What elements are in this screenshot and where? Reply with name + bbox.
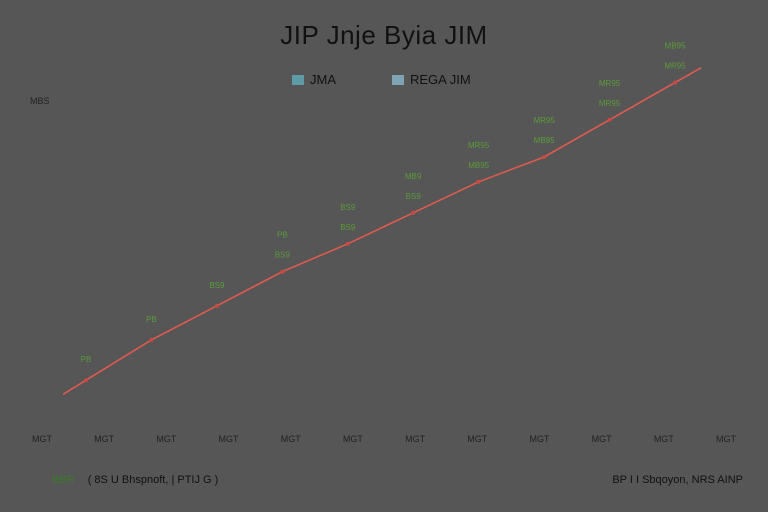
data-label-lower: BS9 (340, 223, 356, 232)
data-label-lower: MB95 (534, 136, 555, 145)
legend-item-jma: JMA (292, 72, 336, 87)
footer-left-green: BBR (52, 474, 75, 486)
data-label-upper: MR95 (599, 79, 621, 88)
data-point (476, 179, 481, 184)
data-point (673, 80, 677, 85)
legend: JMA REGA JIM (0, 72, 768, 92)
data-point (149, 337, 154, 342)
data-point (84, 378, 88, 383)
legend-swatch-jma (292, 74, 304, 85)
legend-label-rega: REGA JIM (410, 72, 471, 87)
legend-label-jma: JMA (310, 72, 336, 87)
x-tick-label: MGT (405, 434, 425, 444)
x-tick-label: MGT (219, 434, 239, 444)
data-label-lower: MB95 (468, 161, 489, 170)
data-point (607, 117, 612, 122)
data-label-lower: MR95 (664, 62, 686, 71)
data-label-upper: MR95 (533, 116, 555, 125)
data-point (411, 210, 416, 215)
data-point (214, 303, 219, 308)
x-tick-label: MGT (467, 434, 487, 444)
data-label-upper: PB (81, 355, 92, 364)
data-point (345, 241, 350, 246)
y-axis-top-label: MBS (30, 96, 50, 106)
data-label-upper: MB95 (665, 42, 686, 51)
x-tick-label: MGT (343, 434, 363, 444)
data-label-upper: PB (146, 315, 157, 324)
data-label-lower: MR95 (599, 99, 621, 108)
x-tick-label: MGT (592, 434, 612, 444)
x-tick-label: MGT (281, 434, 301, 444)
data-label-upper: MB9 (405, 172, 422, 181)
data-label-upper: MR95 (468, 141, 490, 150)
x-tick-label: MGT (716, 434, 736, 444)
legend-swatch-rega (392, 74, 404, 85)
x-tick-label: MGT (654, 434, 674, 444)
data-label-lower: BS9 (406, 192, 422, 201)
data-label-upper: BS9 (209, 281, 225, 290)
data-label-upper: PB (277, 231, 288, 240)
x-tick-label: MGT (156, 434, 176, 444)
series-line (62, 67, 702, 395)
x-tick-label: MGT (529, 434, 549, 444)
chart-title: JIP Jnje Byia JIM (280, 20, 488, 50)
data-label-upper: BS9 (340, 203, 356, 212)
data-point (542, 155, 547, 159)
x-tick-label: MGT (32, 434, 52, 444)
footer-left: BBR ( 8S U Bhspnoft, | PTIJ G ) (52, 474, 218, 486)
data-point (280, 269, 285, 274)
footer-left-text: ( 8S U Bhspnoft, | PTIJ G ) (87, 474, 219, 486)
footer-right: BP I I Sbqoyon, NRS AINP (612, 474, 743, 486)
data-label-lower: BS9 (275, 251, 291, 260)
legend-item-rega: REGA JIM (392, 72, 471, 87)
x-tick-label: MGT (94, 434, 114, 444)
